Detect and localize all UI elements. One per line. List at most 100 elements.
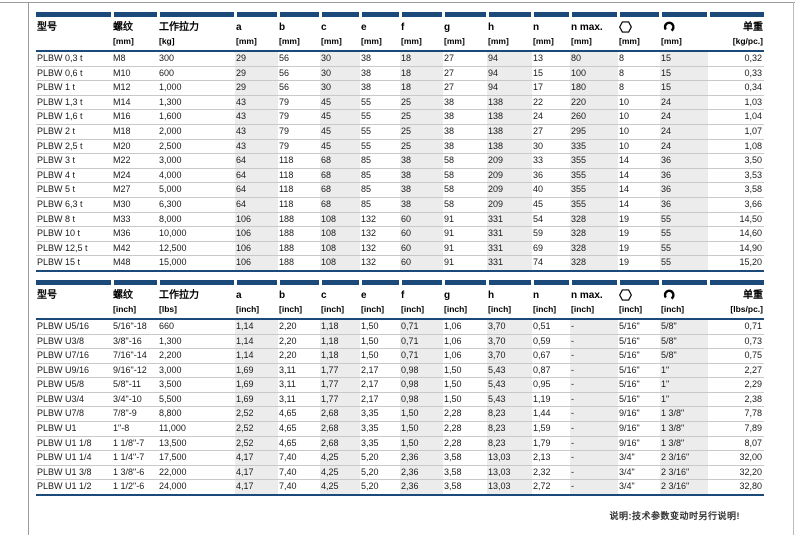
e-cell: 132 bbox=[360, 241, 400, 257]
accent-bar-segment bbox=[36, 279, 114, 285]
col-header-label: n max. bbox=[571, 22, 603, 33]
col-header-f: f [inch] bbox=[400, 284, 443, 320]
working-load-cell: 660 bbox=[158, 318, 235, 335]
g-cell: 1,06 bbox=[443, 318, 487, 335]
e-cell: 55 bbox=[360, 109, 400, 125]
n-cell: 0,67 bbox=[532, 348, 570, 364]
col-header-g: g [mm] bbox=[443, 17, 487, 52]
working-load-cell: 15,000 bbox=[158, 255, 235, 272]
thread-cell: M33 bbox=[112, 212, 158, 228]
wrench-size-cell: 1" bbox=[660, 377, 708, 393]
n-cell: 0,87 bbox=[532, 363, 570, 379]
model-cell: PLBW U3/8 bbox=[36, 334, 112, 350]
col-header-n-max: n max. [mm] bbox=[570, 17, 618, 52]
e-cell: 1,50 bbox=[360, 334, 400, 350]
g-cell: 38 bbox=[443, 124, 487, 140]
col-header-n: n [inch] bbox=[532, 284, 570, 320]
thread-cell: 7/8"-9 bbox=[112, 406, 158, 423]
thread-cell: 3/8"-16 bbox=[112, 334, 158, 350]
thread-cell: M42 bbox=[112, 241, 158, 257]
e-cell: 132 bbox=[360, 255, 400, 272]
spec-row: PLBW 15 t M48 15,000 106 188 108 132 60 91 331 74 3… bbox=[36, 255, 764, 272]
g-cell: 58 bbox=[443, 153, 487, 169]
e-cell: 132 bbox=[360, 226, 400, 242]
a-cell: 64 bbox=[235, 168, 278, 184]
g-cell: 3,58 bbox=[443, 465, 487, 481]
working-load-cell: 5,000 bbox=[158, 182, 235, 198]
model-cell: PLBW U5/8 bbox=[36, 377, 112, 393]
metric-spec-table: 型号 螺纹 [mm] 工作拉力 [kg] a [mm] b [mm] c [mm] e [mm] f [mm… bbox=[36, 12, 764, 272]
n-cell: 1,79 bbox=[532, 436, 570, 452]
spec-row: PLBW U1 1/4 1 1/4"-7 17,500 4,17 7,40 4,25 5,2… bbox=[36, 450, 764, 466]
col-header-unit: [lbs] bbox=[159, 303, 177, 314]
a-cell: 1,69 bbox=[235, 363, 278, 379]
b-cell: 4,65 bbox=[278, 406, 320, 423]
c-cell: 4,25 bbox=[320, 450, 360, 466]
g-cell: 91 bbox=[443, 255, 487, 272]
hex-size-cell: 8 bbox=[618, 66, 660, 82]
n-max-cell: - bbox=[570, 348, 618, 364]
b-cell: 56 bbox=[278, 51, 320, 67]
model-cell: PLBW 0,6 t bbox=[36, 66, 112, 82]
working-load-cell: 3,000 bbox=[158, 363, 235, 379]
a-cell: 64 bbox=[235, 182, 278, 198]
spec-row: PLBW U1 1/8 1 1/8"-7 13,500 2,52 4,65 2,68 3,3… bbox=[36, 436, 764, 452]
col-header-unit: [lbs/pc.] bbox=[730, 303, 763, 314]
f-cell: 0,71 bbox=[400, 318, 443, 335]
col-header-unit: [mm] bbox=[533, 36, 554, 46]
n-cell: 69 bbox=[532, 241, 570, 257]
thread-cell: M24 bbox=[112, 168, 158, 184]
hex-size-cell: 19 bbox=[618, 255, 660, 272]
e-cell: 85 bbox=[360, 153, 400, 169]
thread-cell: 5/8"-11 bbox=[112, 377, 158, 393]
b-cell: 2,20 bbox=[278, 334, 320, 350]
unit-weight-cell: 3,53 bbox=[708, 168, 764, 184]
accent-bar-segment bbox=[320, 279, 362, 285]
hex-size-cell: 19 bbox=[618, 212, 660, 228]
model-cell: PLBW U1 1/8 bbox=[36, 436, 112, 452]
n-max-cell: - bbox=[570, 363, 618, 379]
thread-cell: M22 bbox=[112, 153, 158, 169]
wrench-size-cell: 24 bbox=[660, 109, 708, 125]
b-cell: 188 bbox=[278, 241, 320, 257]
col-header-model: 型号 bbox=[36, 17, 112, 52]
page-border-left bbox=[28, 2, 29, 535]
col-header-unit: [inch] bbox=[533, 303, 557, 314]
thread-cell: M30 bbox=[112, 197, 158, 213]
g-cell: 1,50 bbox=[443, 363, 487, 379]
col-header-label: a bbox=[236, 289, 242, 301]
a-cell: 43 bbox=[235, 109, 278, 125]
e-cell: 55 bbox=[360, 139, 400, 155]
hex-size-cell: 8 bbox=[618, 51, 660, 67]
a-cell: 43 bbox=[235, 95, 278, 111]
c-cell: 1,18 bbox=[320, 348, 360, 364]
e-cell: 1,50 bbox=[360, 348, 400, 364]
g-cell: 38 bbox=[443, 109, 487, 125]
wrench-icon bbox=[663, 289, 675, 301]
unit-weight-cell: 0,33 bbox=[708, 66, 764, 82]
hex-size-cell: 5/16" bbox=[618, 392, 660, 408]
hex-size-cell: 8 bbox=[618, 80, 660, 96]
model-cell: PLBW 4 t bbox=[36, 168, 112, 184]
g-cell: 27 bbox=[443, 51, 487, 67]
thread-cell: M20 bbox=[112, 139, 158, 155]
b-cell: 7,40 bbox=[278, 479, 320, 497]
g-cell: 91 bbox=[443, 241, 487, 257]
e-cell: 85 bbox=[360, 197, 400, 213]
thread-cell: M8 bbox=[112, 51, 158, 67]
model-cell: PLBW 5 t bbox=[36, 182, 112, 198]
a-cell: 64 bbox=[235, 197, 278, 213]
n-max-cell: 328 bbox=[570, 212, 618, 228]
c-cell: 30 bbox=[320, 80, 360, 96]
spec-row: PLBW U1 1/2 1 1/2"-6 24,000 4,17 7,40 4,25 5,2… bbox=[36, 479, 764, 497]
col-header-label: e bbox=[361, 289, 367, 301]
n-max-cell: 328 bbox=[570, 255, 618, 272]
b-cell: 7,40 bbox=[278, 450, 320, 466]
unit-weight-cell: 2,27 bbox=[708, 363, 764, 379]
accent-bar-segment bbox=[278, 12, 322, 17]
wrench-size-cell: 2 3/16" bbox=[660, 465, 708, 481]
b-cell: 188 bbox=[278, 212, 320, 228]
model-cell: PLBW 15 t bbox=[36, 255, 112, 272]
n-max-cell: 80 bbox=[570, 51, 618, 67]
model-cell: PLBW 1,3 t bbox=[36, 95, 112, 111]
